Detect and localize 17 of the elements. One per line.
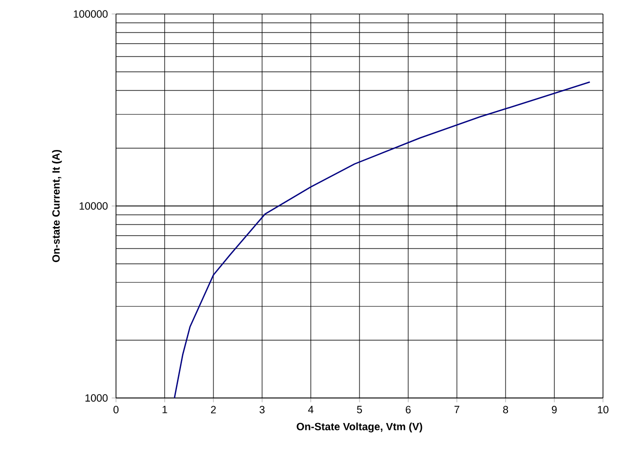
x-tick-label: 4 [308, 406, 314, 414]
y-tick-label: 100000 [74, 10, 108, 18]
x-tick-label: 2 [211, 406, 216, 414]
line-series [174, 81, 590, 398]
x-tick-label: 7 [454, 406, 460, 414]
y-tick-label: 10000 [80, 202, 108, 210]
x-tick-label: 10 [598, 406, 608, 414]
x-tick-label: 0 [113, 406, 119, 414]
x-tick-label: 5 [357, 406, 362, 414]
x-tick-label: 9 [552, 406, 557, 414]
x-tick-label: 8 [503, 406, 508, 414]
x-axis-title: On-State Voltage, Vtm (V) [296, 422, 422, 432]
y-axis-title: On-state Current, It (A) [52, 150, 62, 262]
y-tick-label: 1000 [85, 394, 108, 402]
x-tick-label: 3 [260, 406, 265, 414]
x-tick-label: 1 [162, 406, 168, 414]
x-tick-label: 6 [406, 406, 411, 414]
